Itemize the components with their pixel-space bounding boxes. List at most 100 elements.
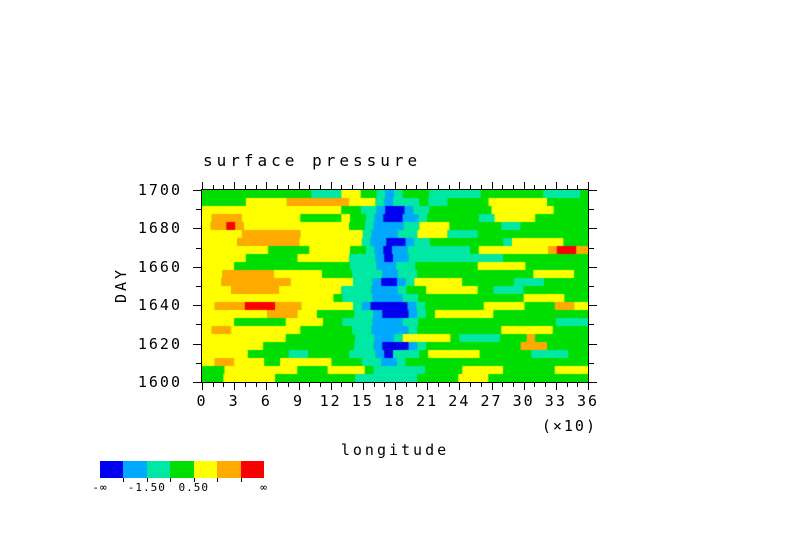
x-tick-top [459,182,460,189]
x-tick-bottom [438,383,439,387]
x-tick-bottom [545,383,546,387]
x-tick-bottom [299,383,300,390]
x-tick-label: 18 [383,392,407,410]
colorbar-segment-5 [217,461,241,478]
x-tick-bottom [223,383,224,387]
x-tick-label: 0 [196,392,208,410]
x-tick-top [384,185,385,189]
x-tick-label: 36 [576,392,600,410]
x-axis-multiplier: (×10) [541,417,597,435]
x-axis-title: longitude [340,441,450,459]
x-tick-bottom [588,383,589,390]
x-tick-bottom [202,383,203,390]
x-tick-bottom [481,383,482,387]
x-tick-top [341,185,342,189]
x-tick-label: 21 [416,392,439,410]
colorbar-label: -∞ [92,481,108,494]
colorbar-segment-1 [123,461,147,478]
x-tick-bottom [567,383,568,387]
x-tick-bottom [277,383,278,387]
x-tick-bottom [341,383,342,387]
x-tick-bottom [213,383,214,387]
y-tick-right [589,228,597,229]
x-tick-top [299,182,300,189]
colorbar-tick [123,478,124,482]
y-tick-right [589,324,594,325]
x-tick-top [277,185,278,189]
x-tick-label: 24 [448,392,471,410]
x-tick-bottom [256,383,257,387]
x-tick-bottom [534,383,535,387]
x-tick-top [309,185,310,189]
colorbar-label: -1.50 [127,481,166,494]
y-tick-left [193,228,201,229]
y-tick-right [589,267,597,268]
y-tick-left [196,324,201,325]
x-tick-top [556,182,557,189]
x-tick-label: 9 [292,392,305,410]
y-tick-left [193,344,201,345]
plot-area [201,189,589,383]
y-tick-left [196,363,201,364]
y-tick-left [193,382,201,383]
colorbar-tick [217,478,218,482]
x-tick-top [513,185,514,189]
y-tick-left [196,286,201,287]
x-tick-bottom [492,383,493,390]
x-tick-bottom [374,383,375,387]
y-tick-left [196,248,201,249]
x-tick-top [577,185,578,189]
x-tick-top [567,185,568,189]
x-tick-bottom [266,383,267,390]
x-tick-bottom [502,383,503,387]
y-tick-left [193,267,201,268]
y-tick-left [193,190,201,191]
x-tick-top [256,185,257,189]
x-tick-top [331,182,332,189]
x-tick-top [502,185,503,189]
x-tick-bottom [459,383,460,390]
x-tick-bottom [577,383,578,387]
chart-title: surface pressure [203,151,422,170]
x-tick-top [352,185,353,189]
colorbar-segment-4 [193,461,218,478]
colorbar-segment-0 [100,461,124,478]
x-tick-top [234,182,235,189]
x-tick-top [288,185,289,189]
x-tick-top [320,185,321,189]
x-tick-bottom [556,383,557,390]
x-tick-top [438,185,439,189]
x-tick-label: 15 [351,392,374,410]
x-tick-top [524,182,525,189]
x-tick-top [223,185,224,189]
colorbar-tick [170,478,171,482]
x-tick-bottom [234,383,235,390]
y-tick-right [589,382,597,383]
x-tick-label: 33 [544,392,567,410]
x-tick-top [534,185,535,189]
colorbar-segment-2 [146,461,171,478]
y-tick-left [193,305,201,306]
x-tick-top [481,185,482,189]
heatmap-canvas [202,190,588,382]
colorbar-tick [147,478,148,482]
x-tick-top [374,185,375,189]
x-tick-top [245,185,246,189]
x-tick-label: 12 [319,392,342,410]
colorbar-label: ∞ [260,481,268,494]
colorbar-segment-3 [170,461,194,478]
x-tick-bottom [309,383,310,387]
colorbar [100,461,264,478]
x-tick-top [588,182,589,189]
x-tick-bottom [288,383,289,387]
x-tick-top [545,185,546,189]
y-tick-right [589,248,594,249]
x-tick-top [406,185,407,189]
x-tick-top [202,182,203,189]
y-tick-label: 1640 [137,296,182,315]
x-tick-bottom [513,383,514,387]
x-tick-bottom [352,383,353,387]
x-tick-label: 27 [480,392,503,410]
y-tick-right [589,286,594,287]
x-tick-label: 6 [260,392,272,410]
